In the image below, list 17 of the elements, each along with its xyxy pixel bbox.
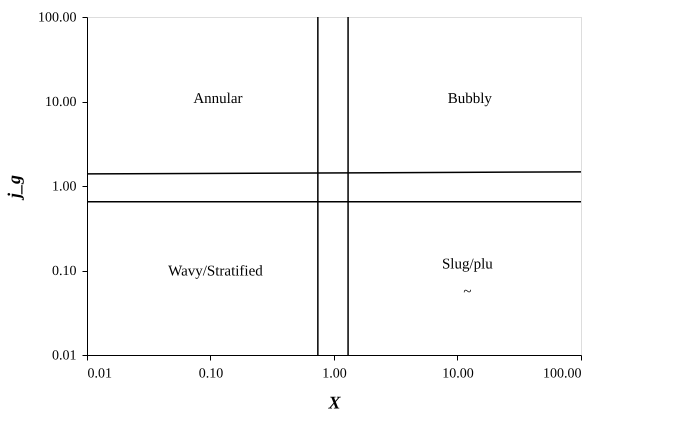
annotation: Bubbly [448, 91, 492, 108]
y-tick-label: 1.00 [52, 180, 76, 194]
x-tick-label: 1.00 [322, 366, 347, 382]
x-tick-label: 0.10 [198, 366, 224, 382]
x-axis-title: X [327, 392, 342, 412]
y-axis-title: j_g [4, 174, 24, 202]
x-tick-label: 10.00 [442, 366, 474, 382]
annotation: Wavy/Stratified [168, 264, 264, 280]
y-tick-label: 10.00 [45, 95, 76, 110]
annotation: Annular [193, 91, 242, 108]
y-tick-label: 0.10 [52, 264, 76, 279]
y-tick-label: 0.01 [52, 348, 76, 364]
annotation: ~ [463, 284, 472, 300]
x-tick-label: 0.01 [88, 366, 112, 382]
y-tick-label: 100.00 [38, 10, 76, 26]
x-tick-label: 100.00 [543, 366, 582, 382]
annotation: Slug/plu [442, 256, 494, 273]
